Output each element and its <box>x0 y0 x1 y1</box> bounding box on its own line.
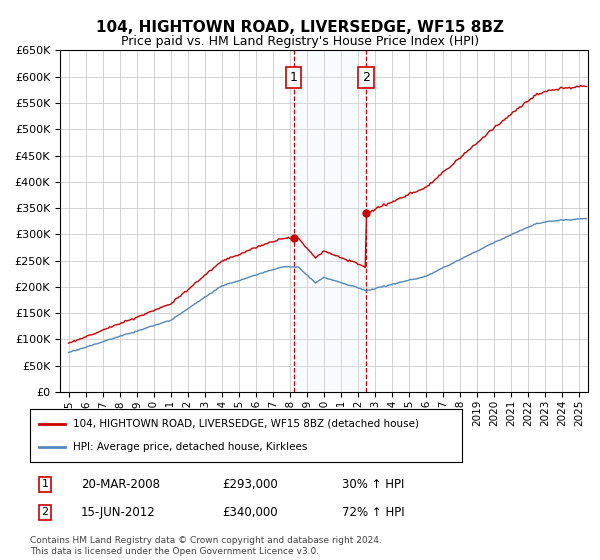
Text: Price paid vs. HM Land Registry's House Price Index (HPI): Price paid vs. HM Land Registry's House … <box>121 35 479 48</box>
Text: 30% ↑ HPI: 30% ↑ HPI <box>342 478 404 491</box>
Text: 2: 2 <box>362 71 370 84</box>
Text: 104, HIGHTOWN ROAD, LIVERSEDGE, WF15 8BZ: 104, HIGHTOWN ROAD, LIVERSEDGE, WF15 8BZ <box>96 20 504 35</box>
Text: 1: 1 <box>290 71 298 84</box>
Text: Contains HM Land Registry data © Crown copyright and database right 2024.
This d: Contains HM Land Registry data © Crown c… <box>30 536 382 556</box>
Text: 20-MAR-2008: 20-MAR-2008 <box>81 478 160 491</box>
Text: HPI: Average price, detached house, Kirklees: HPI: Average price, detached house, Kirk… <box>73 442 308 452</box>
Bar <box>293 50 366 392</box>
Text: 104, HIGHTOWN ROAD, LIVERSEDGE, WF15 8BZ (detached house): 104, HIGHTOWN ROAD, LIVERSEDGE, WF15 8BZ… <box>73 419 419 429</box>
Text: £340,000: £340,000 <box>222 506 278 519</box>
Text: 1: 1 <box>41 479 49 489</box>
Text: £293,000: £293,000 <box>222 478 278 491</box>
Text: 72% ↑ HPI: 72% ↑ HPI <box>342 506 404 519</box>
Text: 2: 2 <box>41 507 49 517</box>
Text: 15-JUN-2012: 15-JUN-2012 <box>81 506 156 519</box>
